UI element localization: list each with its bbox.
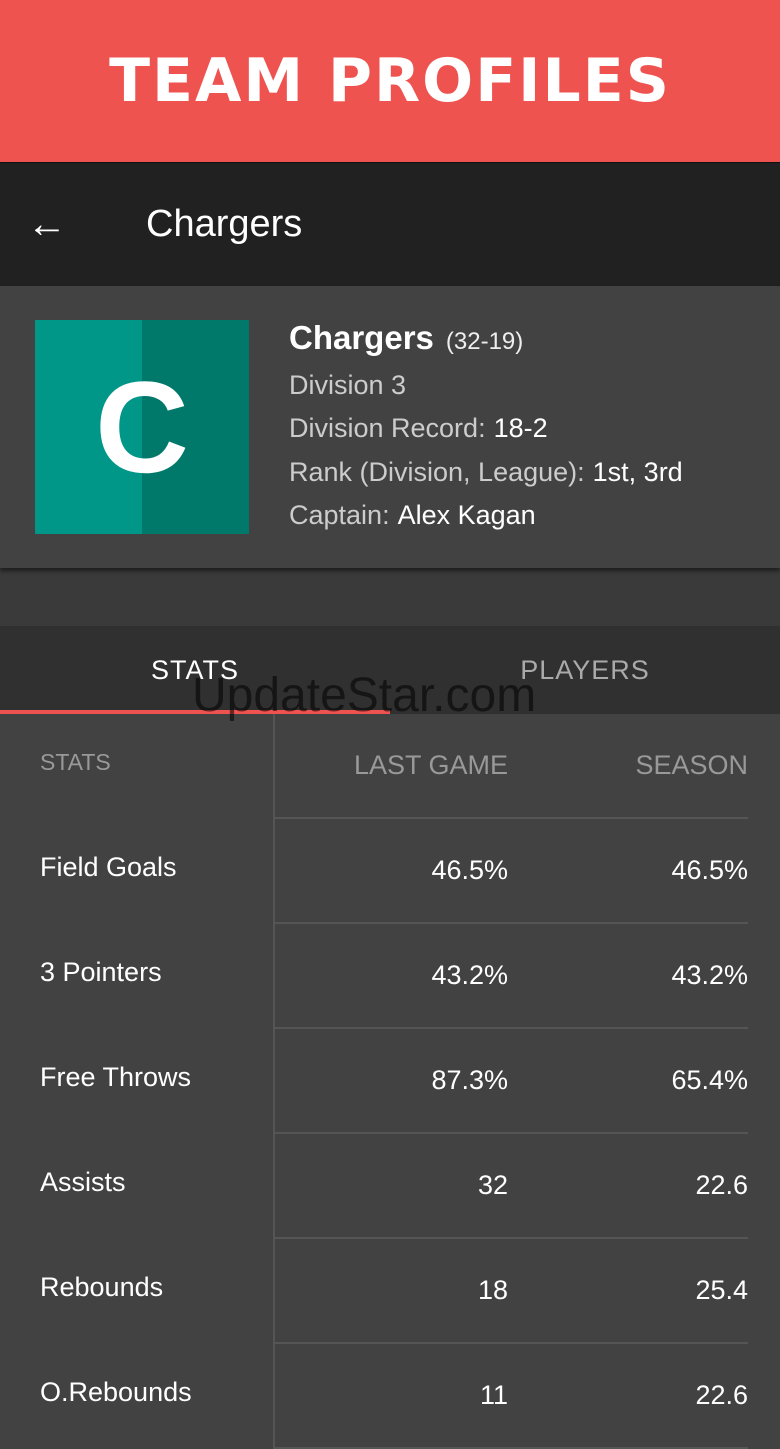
last-game-value: 32 [477,1170,508,1200]
season-value: 46.5% [671,855,748,885]
header-stats: STATS [40,749,111,775]
rank-label: Rank (Division, League): [289,456,585,487]
last-game-value: 11 [479,1380,508,1410]
stat-name: O.Rebounds [40,1377,192,1407]
season-value: 22.6 [695,1380,748,1410]
logo-letter: C [95,354,189,500]
table-row: 18 25.4 [275,1239,748,1344]
header-last-game: LAST GAME [353,750,508,780]
spacer [0,568,780,626]
division: Division 3 [289,369,407,400]
last-game-value: 18 [477,1275,508,1305]
season-value: 65.4% [671,1065,748,1095]
tab-stats[interactable]: STATS [150,654,239,685]
table-row: 43.2% 43.2% [275,924,748,1029]
season-value: 25.4 [695,1275,748,1305]
table-row: 32 22.6 [275,1134,748,1239]
tab-indicator [0,710,390,714]
team-record: (32-19) [445,328,524,355]
header-season: SEASON [635,750,748,780]
last-game-value: 87.3% [431,1065,508,1095]
team-name: Chargers [289,319,434,356]
last-game-value: 43.2% [431,960,508,990]
banner-title: TEAM PROFILES [109,46,671,116]
watermark: UpdateStar.com [192,669,537,722]
team-logo: C [35,320,249,534]
rank: 1st, 3rd [592,456,683,487]
header-row: LAST GAME SEASON [275,714,748,819]
last-game-value: 46.5% [431,855,508,885]
table-row: 87.3% 65.4% [275,1029,748,1134]
season-value: 43.2% [671,960,748,990]
stat-name: 3 Pointers [40,957,162,987]
stat-name: Free Throws [40,1062,192,1092]
tab-bar: STATS PLAYERS [0,626,780,714]
division-record: 18-2 [493,413,548,443]
captain: Alex Kagan [397,500,536,530]
arrow-left-icon[interactable]: ← [27,202,67,246]
season-value: 22.6 [695,1170,748,1200]
team-profile-card: C Chargers (32-19) Division 3 Division Re… [0,286,780,568]
tab-players[interactable]: PLAYERS [520,654,650,685]
stat-name: Assists [40,1167,126,1197]
stat-name: Field Goals [40,852,177,882]
captain-label: Captain: [289,500,390,530]
banner: TEAM PROFILES [0,0,780,162]
page-title: Chargers [146,203,303,245]
division-record-label: Division Record: [289,413,486,443]
table-row: 11 22.6 [275,1344,748,1449]
stats-table: STATS Field Goals 3 Pointers Free Throws… [0,714,780,1449]
stat-name: Rebounds [40,1272,164,1302]
app-bar: ← Chargers [0,162,780,286]
table-row: 46.5% 46.5% [275,819,748,924]
